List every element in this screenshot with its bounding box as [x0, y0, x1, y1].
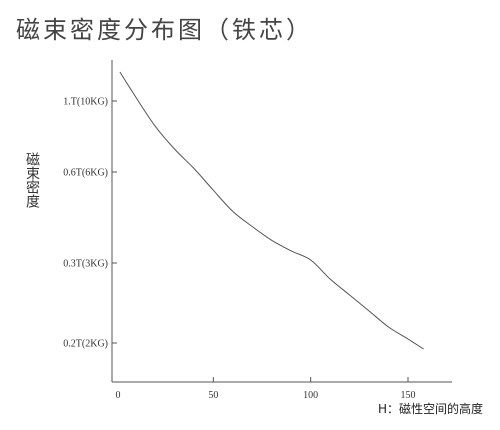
- series-line: [119, 71, 424, 350]
- ticks: 1.T(10KG) 0.6T(6KG) 0.3T(3KG) 0.2T(2KG) 0 50 1…: [63, 97, 415, 402]
- y-tick-label: 0.2T(2KG): [63, 339, 108, 350]
- x-axis-label: H：磁性空间的高度: [378, 402, 484, 416]
- y-tick-label: 1.T(10KG): [63, 97, 108, 108]
- chart-title: 磁束密度分布图（铁芯）: [16, 16, 313, 44]
- y-tick-label: 0.6T(6KG): [63, 168, 108, 179]
- series-group: [119, 71, 424, 350]
- x-tick-label: 0: [116, 390, 121, 401]
- y-tick-label: 0.3T(3KG): [63, 259, 108, 270]
- axes: [111, 60, 452, 383]
- x-tick-label: 100: [303, 390, 318, 401]
- x-tick-label: 50: [208, 390, 218, 401]
- x-tick-label: 150: [401, 390, 416, 401]
- y-axis-label: 磁束密度: [24, 152, 40, 208]
